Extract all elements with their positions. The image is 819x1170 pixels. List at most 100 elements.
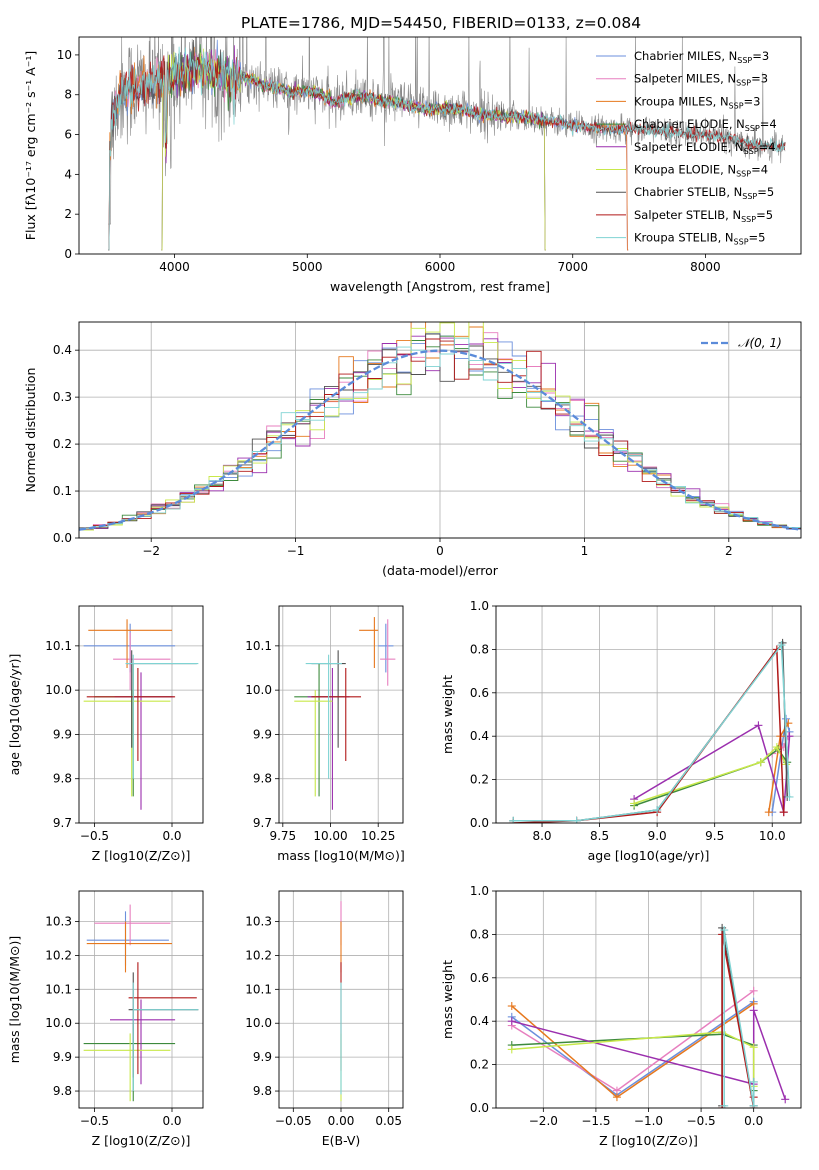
weight-vs-Z-lines [507, 923, 790, 1108]
x-tick-label: −1.0 [634, 1114, 663, 1128]
x-tick-label: 0.00 [328, 1114, 355, 1128]
y-tick-label: 0.2 [470, 773, 489, 787]
y-tick-label: 9.9 [253, 727, 272, 741]
x-tick-label: 0.05 [375, 1114, 402, 1128]
legend-label: Salpeter ELODIE, NSSP=4 [634, 140, 776, 156]
mass-vs-EBV-axes: −0.05 0.00 0.05 9.8 9.9 10.0 10.1 10.2 10.3 E(B-V… [245, 891, 403, 1148]
x-tick-label: −0.05 [275, 1114, 312, 1128]
x-tick-label: 1 [581, 544, 589, 558]
legend-label: Chabrier MILES, NSSP=3 [634, 49, 769, 65]
legend-text: Kroupa MILES, N [634, 94, 729, 108]
x-tick-label: 10.0 [759, 829, 786, 843]
x-tick-label: −0.5 [687, 1114, 716, 1128]
y-tick-label: 0.1 [53, 484, 72, 498]
y-tick-label: 0.0 [470, 1101, 489, 1115]
x-tick-label: 8.5 [590, 829, 609, 843]
y-axis-label: mass weight [440, 960, 455, 1039]
y-tick-label: 0.8 [470, 927, 489, 941]
x-axis-label: E(B-V) [322, 1133, 361, 1148]
histogram-step [79, 338, 801, 529]
spectrum-model-line [108, 46, 786, 251]
legend-sub: SSP [741, 215, 756, 224]
legend-suffix: =3 [751, 72, 768, 86]
y-tick-label: 0.0 [470, 816, 489, 830]
y-tick-label: 0.2 [470, 1058, 489, 1072]
weight-line [511, 990, 755, 1092]
x-tick-label: −1.5 [581, 1114, 610, 1128]
y-tick-label: 9.8 [253, 1084, 272, 1098]
y-tick-label: 4 [64, 167, 72, 181]
y-tick-label: 0 [64, 247, 72, 261]
x-tick-label: −2 [142, 544, 160, 558]
x-tick-label: −0.5 [80, 829, 109, 843]
legend-text: Chabrier STELIB, N [634, 185, 742, 199]
legend-sub: SSP [729, 101, 744, 110]
x-axis-label: (data-model)/error [382, 563, 499, 578]
y-tick-label: 0.0 [53, 531, 72, 545]
y-tick-label: 10.1 [45, 982, 72, 996]
y-tick-label: 9.8 [53, 772, 72, 786]
y-tick-label: 0.4 [53, 343, 72, 357]
legend-sub: SSP [744, 147, 759, 156]
legend-label: Kroupa MILES, NSSP=3 [634, 94, 760, 110]
y-tick-label: 9.7 [53, 816, 72, 830]
y-axis-label: Normed distribution [23, 368, 38, 493]
x-axis-label: age [log10(age/yr)] [588, 848, 710, 863]
weight-line [511, 1033, 755, 1091]
weight-line [511, 1031, 755, 1087]
y-tick-label: 10.3 [45, 915, 72, 929]
legend-text: Chabrier ELODIE, N [634, 117, 745, 131]
y-tick-label: 9.8 [253, 772, 272, 786]
legend-text: Salpeter STELIB, N [634, 208, 741, 222]
x-axis-label: Z [log10(Z/Z⊙)] [92, 1133, 191, 1148]
y-tick-label: 0.6 [470, 971, 489, 985]
y-tick-label: 0.4 [470, 1014, 489, 1028]
normal-curve [79, 349, 799, 531]
age-vs-mass-axes: 9.75 10.00 10.25 9.7 9.8 9.9 10.0 10.1 mass [log… [245, 606, 405, 863]
mass-vs-Z-axes: −0.5 0.0 9.8 9.9 10.0 10.1 10.2 10.3 Z [log10(Z/… [7, 891, 203, 1148]
y-axis-label: age [log10(age/yr)] [7, 654, 22, 776]
weight-line [513, 643, 791, 822]
age-vs-mass-points [294, 617, 396, 810]
legend-label: 𝒩(0, 1) [738, 336, 782, 350]
legend-suffix: =5 [749, 231, 766, 245]
y-tick-label: 10.2 [245, 948, 272, 962]
x-tick-label: 0.0 [744, 1114, 763, 1128]
y-tick-label: 10.2 [45, 948, 72, 962]
axes-frame [78, 890, 204, 1109]
spectrum-model-line [108, 55, 786, 251]
x-tick-label: 8000 [690, 260, 721, 274]
axes-frame [495, 890, 802, 1109]
x-tick-label: 7000 [557, 260, 588, 274]
legend-sub: SSP [734, 238, 749, 247]
x-tick-label: −1 [287, 544, 305, 558]
legend-label: Salpeter STELIB, NSSP=5 [634, 208, 773, 224]
histogram-step [79, 322, 801, 531]
legend-text: Chabrier MILES, N [634, 49, 737, 63]
legend-suffix: =4 [760, 117, 777, 131]
y-tick-label: 9.9 [253, 1050, 272, 1064]
x-tick-label: 0.0 [162, 1114, 181, 1128]
legend-label: Chabrier STELIB, NSSP=5 [634, 185, 774, 201]
legend-label: Kroupa ELODIE, NSSP=4 [634, 163, 768, 179]
y-tick-label: 10 [57, 48, 72, 62]
x-tick-label: 9.0 [648, 829, 667, 843]
legend-sub: SSP [736, 170, 751, 179]
y-tick-label: 1.0 [470, 884, 489, 898]
x-axis-label: Z [log10(Z/Z⊙)] [599, 1133, 698, 1148]
y-tick-label: 0.8 [470, 642, 489, 656]
y-tick-label: 10.0 [245, 1016, 272, 1030]
legend-label: Chabrier ELODIE, NSSP=4 [634, 117, 777, 133]
legend-sub: SSP [742, 192, 757, 201]
residuals-axes: −2 −1 0 1 2 0.0 0.1 0.2 0.3 0.4 (data-model)/error… [23, 322, 801, 578]
y-tick-label: 10.0 [45, 1016, 72, 1030]
y-tick-label: 0.4 [470, 729, 489, 743]
y-tick-label: 8 [64, 88, 72, 102]
y-axis-label: mass [log10(M/M⊙)] [7, 936, 22, 1064]
y-tick-label: 10.1 [45, 639, 72, 653]
legend-sub: SSP [737, 56, 752, 65]
legend-text: Salpeter ELODIE, N [634, 140, 744, 154]
axes-frame [78, 321, 802, 539]
